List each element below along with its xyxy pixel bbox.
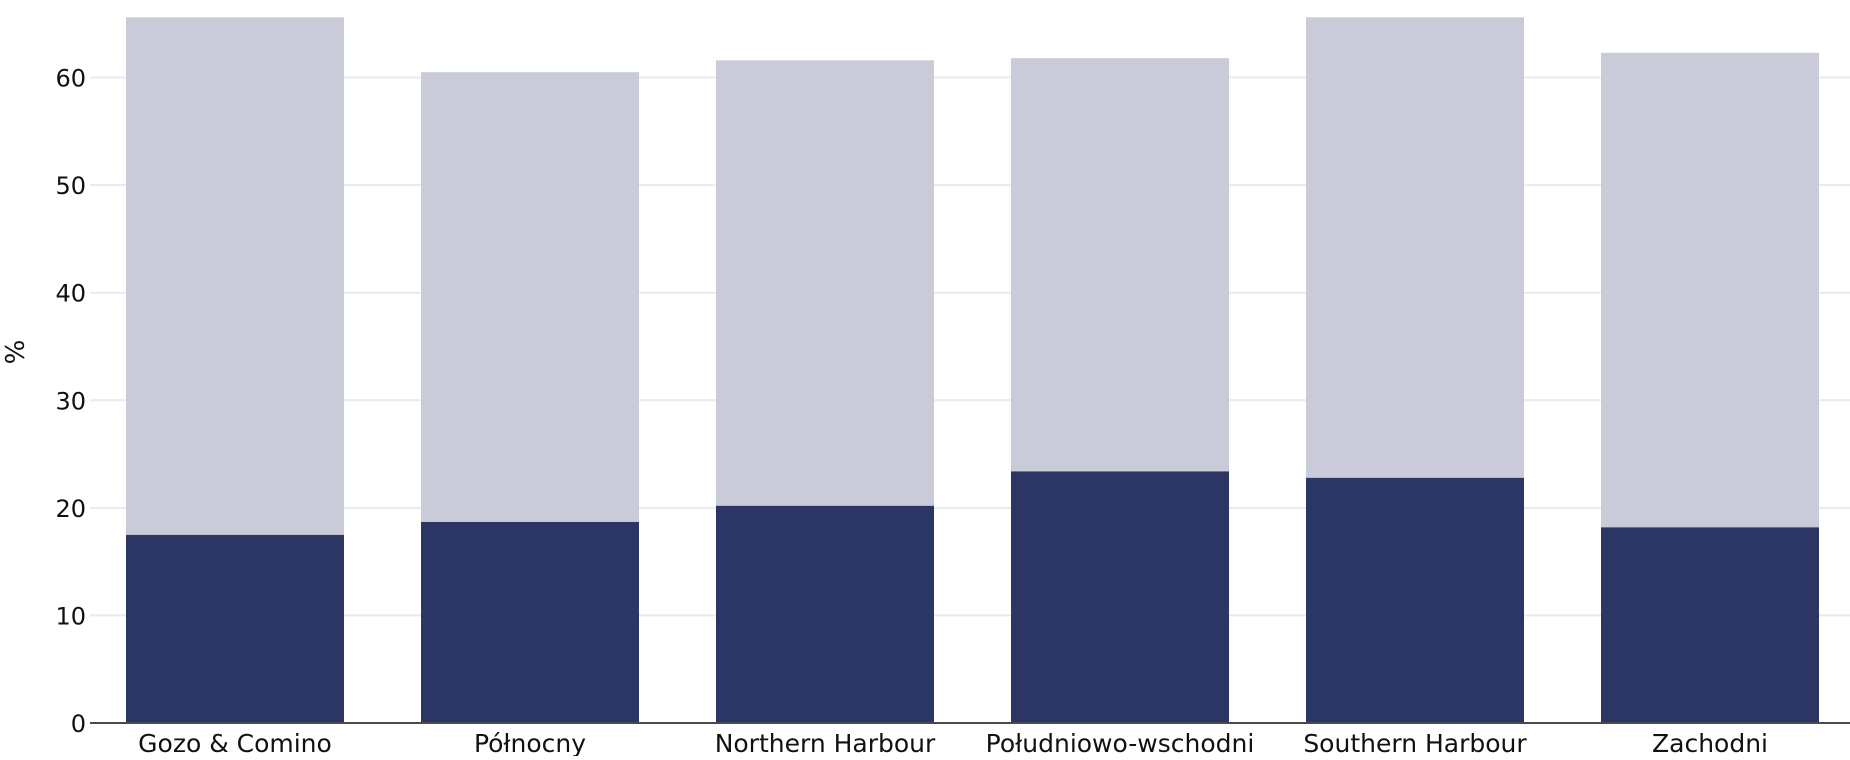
bars — [126, 17, 1819, 723]
x-tick-label: Północny — [474, 729, 586, 756]
x-tick-label: Northern Harbour — [715, 729, 936, 756]
bar-segment-light-4 — [1306, 17, 1524, 478]
y-tick-label: 50 — [55, 172, 86, 200]
y-tick-label: 40 — [55, 280, 86, 308]
y-tick-label: 0 — [71, 710, 86, 738]
bar-segment-light-1 — [421, 72, 639, 522]
y-tick-label: 30 — [55, 387, 86, 415]
bar-segment-dark-3 — [1011, 471, 1229, 723]
labels: % 0 10 20 30 40 50 60 Gozo & Comino Północny Nort… — [1, 65, 1768, 758]
x-tick-label: Zachodni — [1652, 729, 1768, 756]
bar-segment-light-5 — [1601, 52, 1819, 528]
bar-segment-dark-1 — [421, 521, 639, 723]
bar-segment-light-2 — [716, 60, 934, 506]
bar-segment-dark-5 — [1601, 527, 1819, 723]
bar-segment-light-0 — [126, 17, 344, 535]
bar-segment-dark-2 — [716, 505, 934, 723]
x-tick-label: Gozo & Comino — [138, 729, 332, 756]
bar-segment-dark-4 — [1306, 477, 1524, 723]
y-tick-label: 20 — [55, 495, 86, 523]
x-tick-label: Southern Harbour — [1303, 729, 1527, 756]
y-tick-label: 10 — [55, 602, 86, 630]
bar-segment-dark-0 — [126, 534, 344, 723]
x-tick-label: Południowo-wschodni — [986, 729, 1255, 756]
grid-lines — [90, 76, 1850, 617]
bar-segment-light-3 — [1011, 58, 1229, 472]
y-axis-title: % — [1, 340, 31, 365]
y-tick-label: 60 — [55, 65, 86, 93]
